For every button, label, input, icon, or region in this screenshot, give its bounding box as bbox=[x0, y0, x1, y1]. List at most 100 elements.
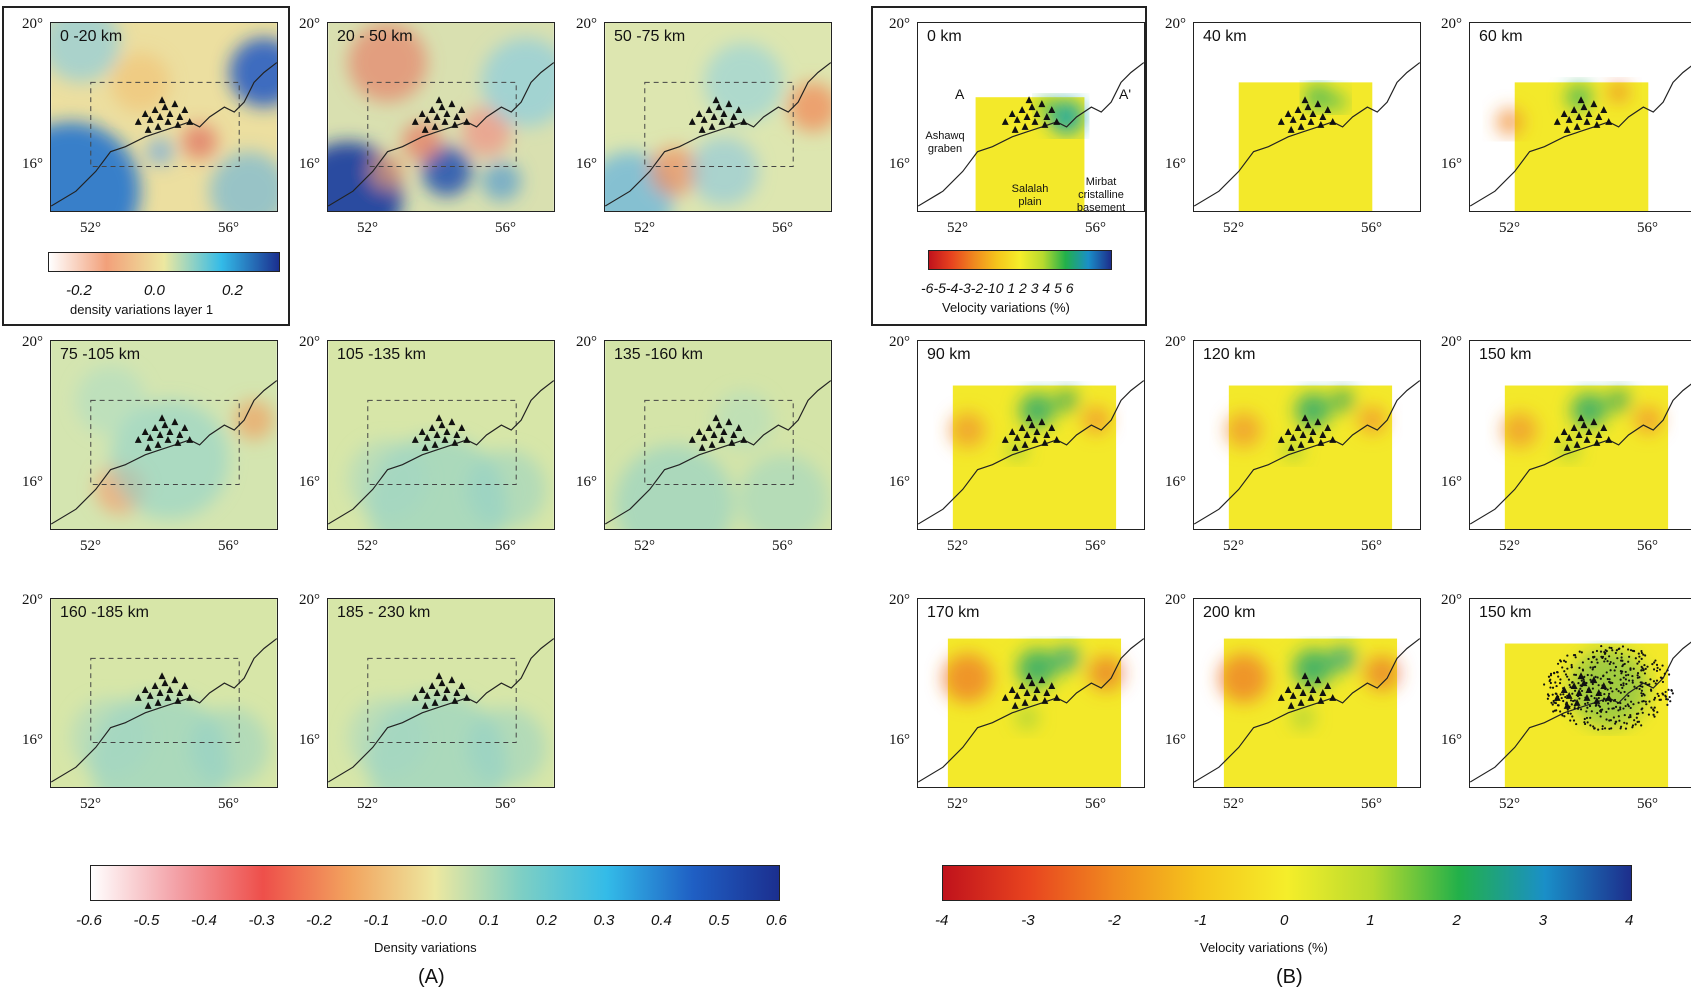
b-lon-right-label: 56° bbox=[1361, 538, 1382, 555]
a-lon-right-label: 56° bbox=[772, 220, 793, 237]
b-depth-label-3: 90 km bbox=[927, 346, 971, 364]
a-lon-left-label: 52° bbox=[357, 796, 378, 813]
velocity-tick-5: 1 bbox=[1366, 912, 1374, 929]
profile-start-label: A bbox=[955, 88, 964, 101]
b-lon-right-label: 56° bbox=[1637, 796, 1658, 813]
a-lat-bottom-label: 16° bbox=[576, 474, 597, 491]
a-lon-right-label: 56° bbox=[495, 796, 516, 813]
panel-a-label: (A) bbox=[418, 966, 445, 989]
velocity-tick-1: -3 bbox=[1021, 912, 1034, 929]
a-lat-bottom-label: 16° bbox=[299, 156, 320, 173]
b-map-2 bbox=[1469, 22, 1691, 212]
a-lon-right-label: 56° bbox=[495, 220, 516, 237]
b-lat-top-label: 20° bbox=[1165, 334, 1186, 351]
b-depth-label-2: 60 km bbox=[1479, 28, 1523, 46]
a-depth-label-1: 20 - 50 km bbox=[337, 28, 413, 46]
b-map-6 bbox=[917, 598, 1145, 788]
panel-a-inset-frame bbox=[2, 6, 290, 326]
a-lat-bottom-label: 16° bbox=[576, 156, 597, 173]
a-lat-top-label: 20° bbox=[299, 592, 320, 609]
velocity-tick-3: -1 bbox=[1194, 912, 1207, 929]
b-lon-right-label: 56° bbox=[1637, 220, 1658, 237]
inset-velocity-title: Velocity variations (%) bbox=[942, 300, 1070, 315]
density-tick-5: -0.1 bbox=[364, 912, 390, 929]
inset-density-tick-2: 0.2 bbox=[222, 282, 243, 299]
a-lon-right-label: 56° bbox=[218, 538, 239, 555]
velocity-tick-6: 2 bbox=[1453, 912, 1461, 929]
b-lat-bottom-label: 16° bbox=[889, 732, 910, 749]
a-lat-top-label: 20° bbox=[576, 334, 597, 351]
b-lat-top-label: 20° bbox=[889, 592, 910, 609]
density-tick-2: -0.4 bbox=[191, 912, 217, 929]
b-lat-bottom-label: 16° bbox=[1441, 474, 1462, 491]
a-depth-label-3: 75 -105 km bbox=[60, 346, 140, 364]
a-lat-bottom-label: 16° bbox=[299, 474, 320, 491]
density-colorbar bbox=[90, 865, 780, 901]
velocity-colorbar-title: Velocity variations (%) bbox=[1200, 940, 1328, 955]
b-map-7 bbox=[1193, 598, 1421, 788]
b-lat-bottom-label: 16° bbox=[889, 474, 910, 491]
b-lat-bottom-label: 16° bbox=[1165, 156, 1186, 173]
density-tick-1: -0.5 bbox=[134, 912, 160, 929]
density-tick-12: 0.6 bbox=[766, 912, 787, 929]
annotation-mirbat-basement: Mirbat cristalline basement bbox=[1068, 176, 1134, 215]
a-map-7 bbox=[327, 598, 555, 788]
b-depth-label-7: 200 km bbox=[1203, 604, 1255, 622]
b-depth-label-8: 150 km bbox=[1479, 604, 1531, 622]
b-lat-top-label: 20° bbox=[889, 334, 910, 351]
b-lon-left-label: 52° bbox=[1223, 220, 1244, 237]
density-tick-0: -0.6 bbox=[76, 912, 102, 929]
b-depth-label-6: 170 km bbox=[927, 604, 979, 622]
b-lon-left-label: 52° bbox=[1223, 796, 1244, 813]
b-map-3 bbox=[917, 340, 1145, 530]
b-lon-right-label: 56° bbox=[1637, 538, 1658, 555]
b-lon-left-label: 52° bbox=[1499, 220, 1520, 237]
density-tick-10: 0.4 bbox=[651, 912, 672, 929]
density-tick-6: -0.0 bbox=[421, 912, 447, 929]
a-lat-bottom-label: 16° bbox=[22, 732, 43, 749]
density-tick-8: 0.2 bbox=[536, 912, 557, 929]
b-lat-bottom-label: 16° bbox=[1165, 732, 1186, 749]
a-map-3 bbox=[50, 340, 278, 530]
a-map-6 bbox=[50, 598, 278, 788]
b-lon-left-label: 52° bbox=[947, 538, 968, 555]
inset-density-tick-0: -0.2 bbox=[66, 282, 92, 299]
b-lat-top-label: 20° bbox=[1165, 16, 1186, 33]
a-depth-label-4: 105 -135 km bbox=[337, 346, 426, 364]
a-lon-right-label: 56° bbox=[218, 796, 239, 813]
a-lat-top-label: 20° bbox=[576, 16, 597, 33]
b-lat-top-label: 20° bbox=[1441, 16, 1462, 33]
velocity-tick-2: -2 bbox=[1108, 912, 1121, 929]
a-lat-top-label: 20° bbox=[299, 16, 320, 33]
a-lat-top-label: 20° bbox=[22, 334, 43, 351]
velocity-tick-8: 4 bbox=[1625, 912, 1633, 929]
a-map-1 bbox=[327, 22, 555, 212]
a-depth-label-2: 50 -75 km bbox=[614, 28, 685, 46]
b-lat-top-label: 20° bbox=[1441, 334, 1462, 351]
a-lon-right-label: 56° bbox=[495, 538, 516, 555]
panel-b-inset-frame bbox=[871, 6, 1147, 326]
b-lon-right-label: 56° bbox=[1085, 538, 1106, 555]
b-lon-left-label: 52° bbox=[947, 796, 968, 813]
b-lon-left-label: 52° bbox=[1223, 538, 1244, 555]
b-map-1 bbox=[1193, 22, 1421, 212]
b-map-8 bbox=[1469, 598, 1691, 788]
inset-velocity-ticks: -6-5-4-3-2-10 1 2 3 4 5 6 bbox=[921, 280, 1074, 296]
velocity-tick-7: 3 bbox=[1539, 912, 1547, 929]
a-depth-label-7: 185 - 230 km bbox=[337, 604, 430, 622]
b-depth-label-1: 40 km bbox=[1203, 28, 1247, 46]
a-lon-left-label: 52° bbox=[634, 220, 655, 237]
panel-b-label: (B) bbox=[1276, 966, 1303, 989]
a-depth-label-6: 160 -185 km bbox=[60, 604, 149, 622]
b-depth-label-5: 150 km bbox=[1479, 346, 1531, 364]
a-lat-top-label: 20° bbox=[299, 334, 320, 351]
b-lat-top-label: 20° bbox=[1441, 592, 1462, 609]
a-lon-left-label: 52° bbox=[80, 538, 101, 555]
a-lat-bottom-label: 16° bbox=[299, 732, 320, 749]
a-lon-left-label: 52° bbox=[80, 796, 101, 813]
density-tick-7: 0.1 bbox=[479, 912, 500, 929]
velocity-tick-0: -4 bbox=[935, 912, 948, 929]
density-tick-9: 0.3 bbox=[594, 912, 615, 929]
profile-end-label: A' bbox=[1119, 88, 1131, 101]
a-lat-top-label: 20° bbox=[22, 592, 43, 609]
